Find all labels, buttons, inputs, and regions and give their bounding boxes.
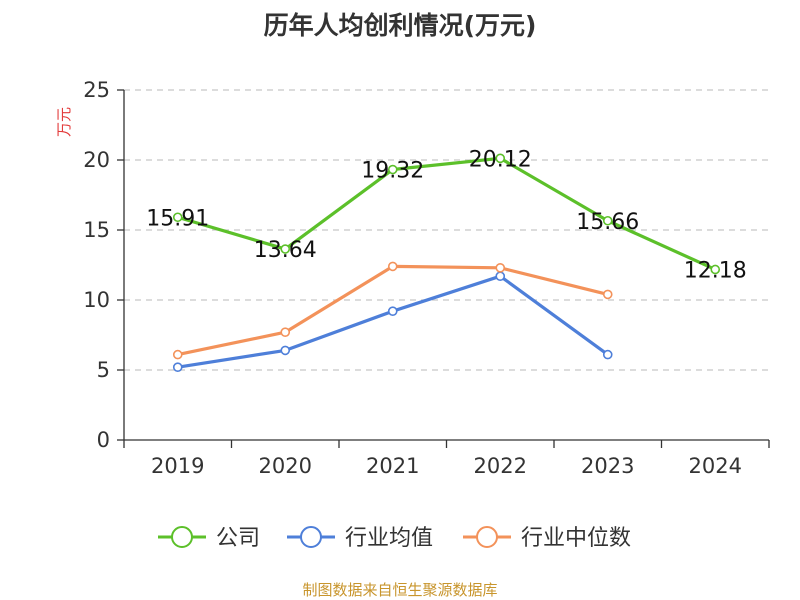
x-tick-label: 2023 <box>581 454 634 478</box>
y-tick-label: 20 <box>83 148 110 172</box>
data-point <box>280 244 291 254</box>
x-tick-label: 2019 <box>151 454 204 478</box>
data-point <box>602 215 613 226</box>
x-tick-label: 2024 <box>689 454 742 478</box>
data-label: 13.64 <box>254 238 317 263</box>
data-label: 12.18 <box>684 258 747 283</box>
y-axis-unit-label: 万元 <box>55 107 73 137</box>
y-tick-label: 15 <box>83 218 110 242</box>
legend-marker <box>300 526 322 548</box>
x-axis-ticks: 2019 2020 2021 2022 2023 2024 <box>123 440 770 478</box>
data-label: 20.12 <box>469 147 532 172</box>
legend-label: 行业中位数 <box>521 526 631 551</box>
data-label: 19.32 <box>361 159 424 184</box>
legend: 公司 行业均值 行业中位数 <box>158 526 631 551</box>
data-point <box>387 306 398 317</box>
y-tick-label: 0 <box>97 428 110 452</box>
y-tick-label: 5 <box>97 358 110 382</box>
data-point <box>602 349 613 360</box>
legend-marker <box>476 526 498 548</box>
x-tick-label: 2022 <box>474 454 527 478</box>
x-tick-label: 2020 <box>259 454 312 478</box>
data-point <box>387 164 398 175</box>
y-axis-ticks: 0 5 10 15 20 25 <box>83 78 124 452</box>
series-line <box>177 156 716 271</box>
legend-label: 公司 <box>216 526 260 551</box>
data-point <box>172 212 183 223</box>
data-point <box>602 289 613 300</box>
legend-label: 行业均值 <box>345 526 433 551</box>
data-point <box>172 349 183 360</box>
data-point <box>495 153 506 164</box>
data-point <box>495 271 506 282</box>
x-tick-label: 2021 <box>366 454 419 478</box>
data-point <box>710 264 721 275</box>
data-label: 15.91 <box>146 206 209 231</box>
data-point <box>280 345 291 356</box>
y-tick-label: 10 <box>83 288 110 312</box>
data-point <box>495 262 506 273</box>
data-point <box>172 362 183 373</box>
data-point <box>280 327 291 338</box>
data-labels: 15.91 13.64 19.32 20.12 15.66 12.18 <box>146 147 746 283</box>
chart-title: 历年人均创利情况(万元) <box>263 11 537 40</box>
data-label: 15.66 <box>576 210 639 235</box>
series-group <box>172 153 721 373</box>
axes <box>123 90 769 441</box>
grid-lines <box>124 89 769 371</box>
series-line <box>177 274 609 369</box>
legend-marker <box>171 526 193 548</box>
source-note: 制图数据来自恒生聚源数据库 <box>302 581 498 599</box>
data-point <box>387 261 398 272</box>
y-tick-label: 25 <box>83 78 110 102</box>
